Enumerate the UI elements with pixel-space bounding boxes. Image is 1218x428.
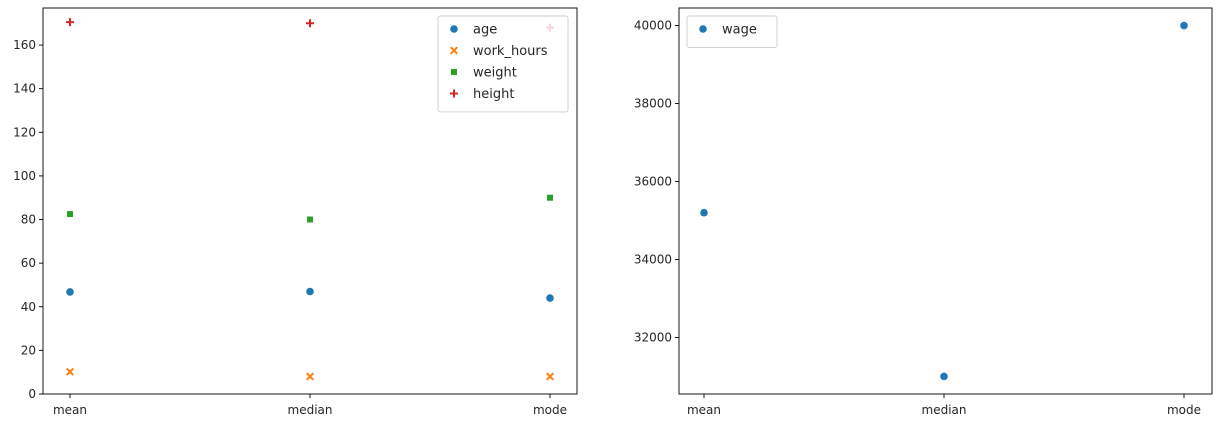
data-point-weight: [66, 210, 74, 218]
legend-label: height: [473, 87, 514, 102]
x-tick-label: median: [922, 403, 967, 417]
legend-marker-wage: [698, 24, 708, 34]
x-tick-label: mean: [53, 403, 87, 417]
legend-label: work_hours: [473, 44, 548, 59]
legend-box: [437, 15, 569, 113]
legend-box: [686, 15, 778, 48]
legend-label: age: [473, 23, 497, 38]
data-point-work_hours: [65, 367, 75, 376]
y-tick-label: 40000: [634, 19, 672, 33]
y-tick-label: 80: [21, 213, 36, 227]
legend-marker-weight: [450, 68, 458, 76]
data-point-work_hours: [305, 372, 315, 381]
y-tick-label: 160: [13, 38, 36, 52]
chart-left: 0 20 40 60 80 100 120 140 160 mean median mode age wo…: [13, 7, 578, 417]
y-tick-label: 0: [28, 387, 36, 401]
data-point-wage: [939, 371, 949, 382]
legend-label: wage: [722, 23, 757, 38]
y-tick-label: 32000: [634, 330, 672, 344]
legend: wage: [686, 15, 778, 48]
x-tick-label: mode: [533, 403, 567, 417]
legend-marker-height: [450, 89, 458, 98]
data-point-work_hours: [545, 372, 555, 381]
y-tick-label: 34000: [634, 252, 672, 266]
data-point-wage: [699, 208, 709, 218]
x-tick-label: median: [288, 403, 333, 417]
y-tick-label: 60: [21, 256, 36, 270]
y-tick-label: 40: [21, 300, 36, 314]
y-tick-label: 120: [13, 125, 36, 139]
legend-marker-work_hours: [449, 46, 459, 55]
y-tick-label: 38000: [634, 97, 672, 111]
legend-label: weight: [473, 66, 517, 81]
data-point-age: [305, 286, 315, 297]
data-point-weight: [306, 215, 314, 224]
y-tick-label: 140: [13, 82, 36, 96]
data-point-age: [65, 287, 75, 297]
data-point-height: [66, 18, 74, 27]
chart-right: 32000 34000 36000 38000 40000 mean median mode w…: [634, 7, 1213, 417]
data-point-wage: [1179, 20, 1189, 31]
data-point-height: [306, 19, 314, 28]
y-tick-label: 36000: [634, 175, 672, 189]
x-tick-label: mode: [1167, 403, 1201, 417]
plot-frame: [678, 7, 1213, 395]
data-point-weight: [546, 194, 554, 202]
data-point-age: [545, 293, 555, 303]
x-tick-label: mean: [687, 403, 721, 417]
y-tick-label: 100: [13, 169, 36, 183]
legend-marker-age: [449, 24, 459, 34]
y-tick-label: 20: [21, 343, 36, 357]
